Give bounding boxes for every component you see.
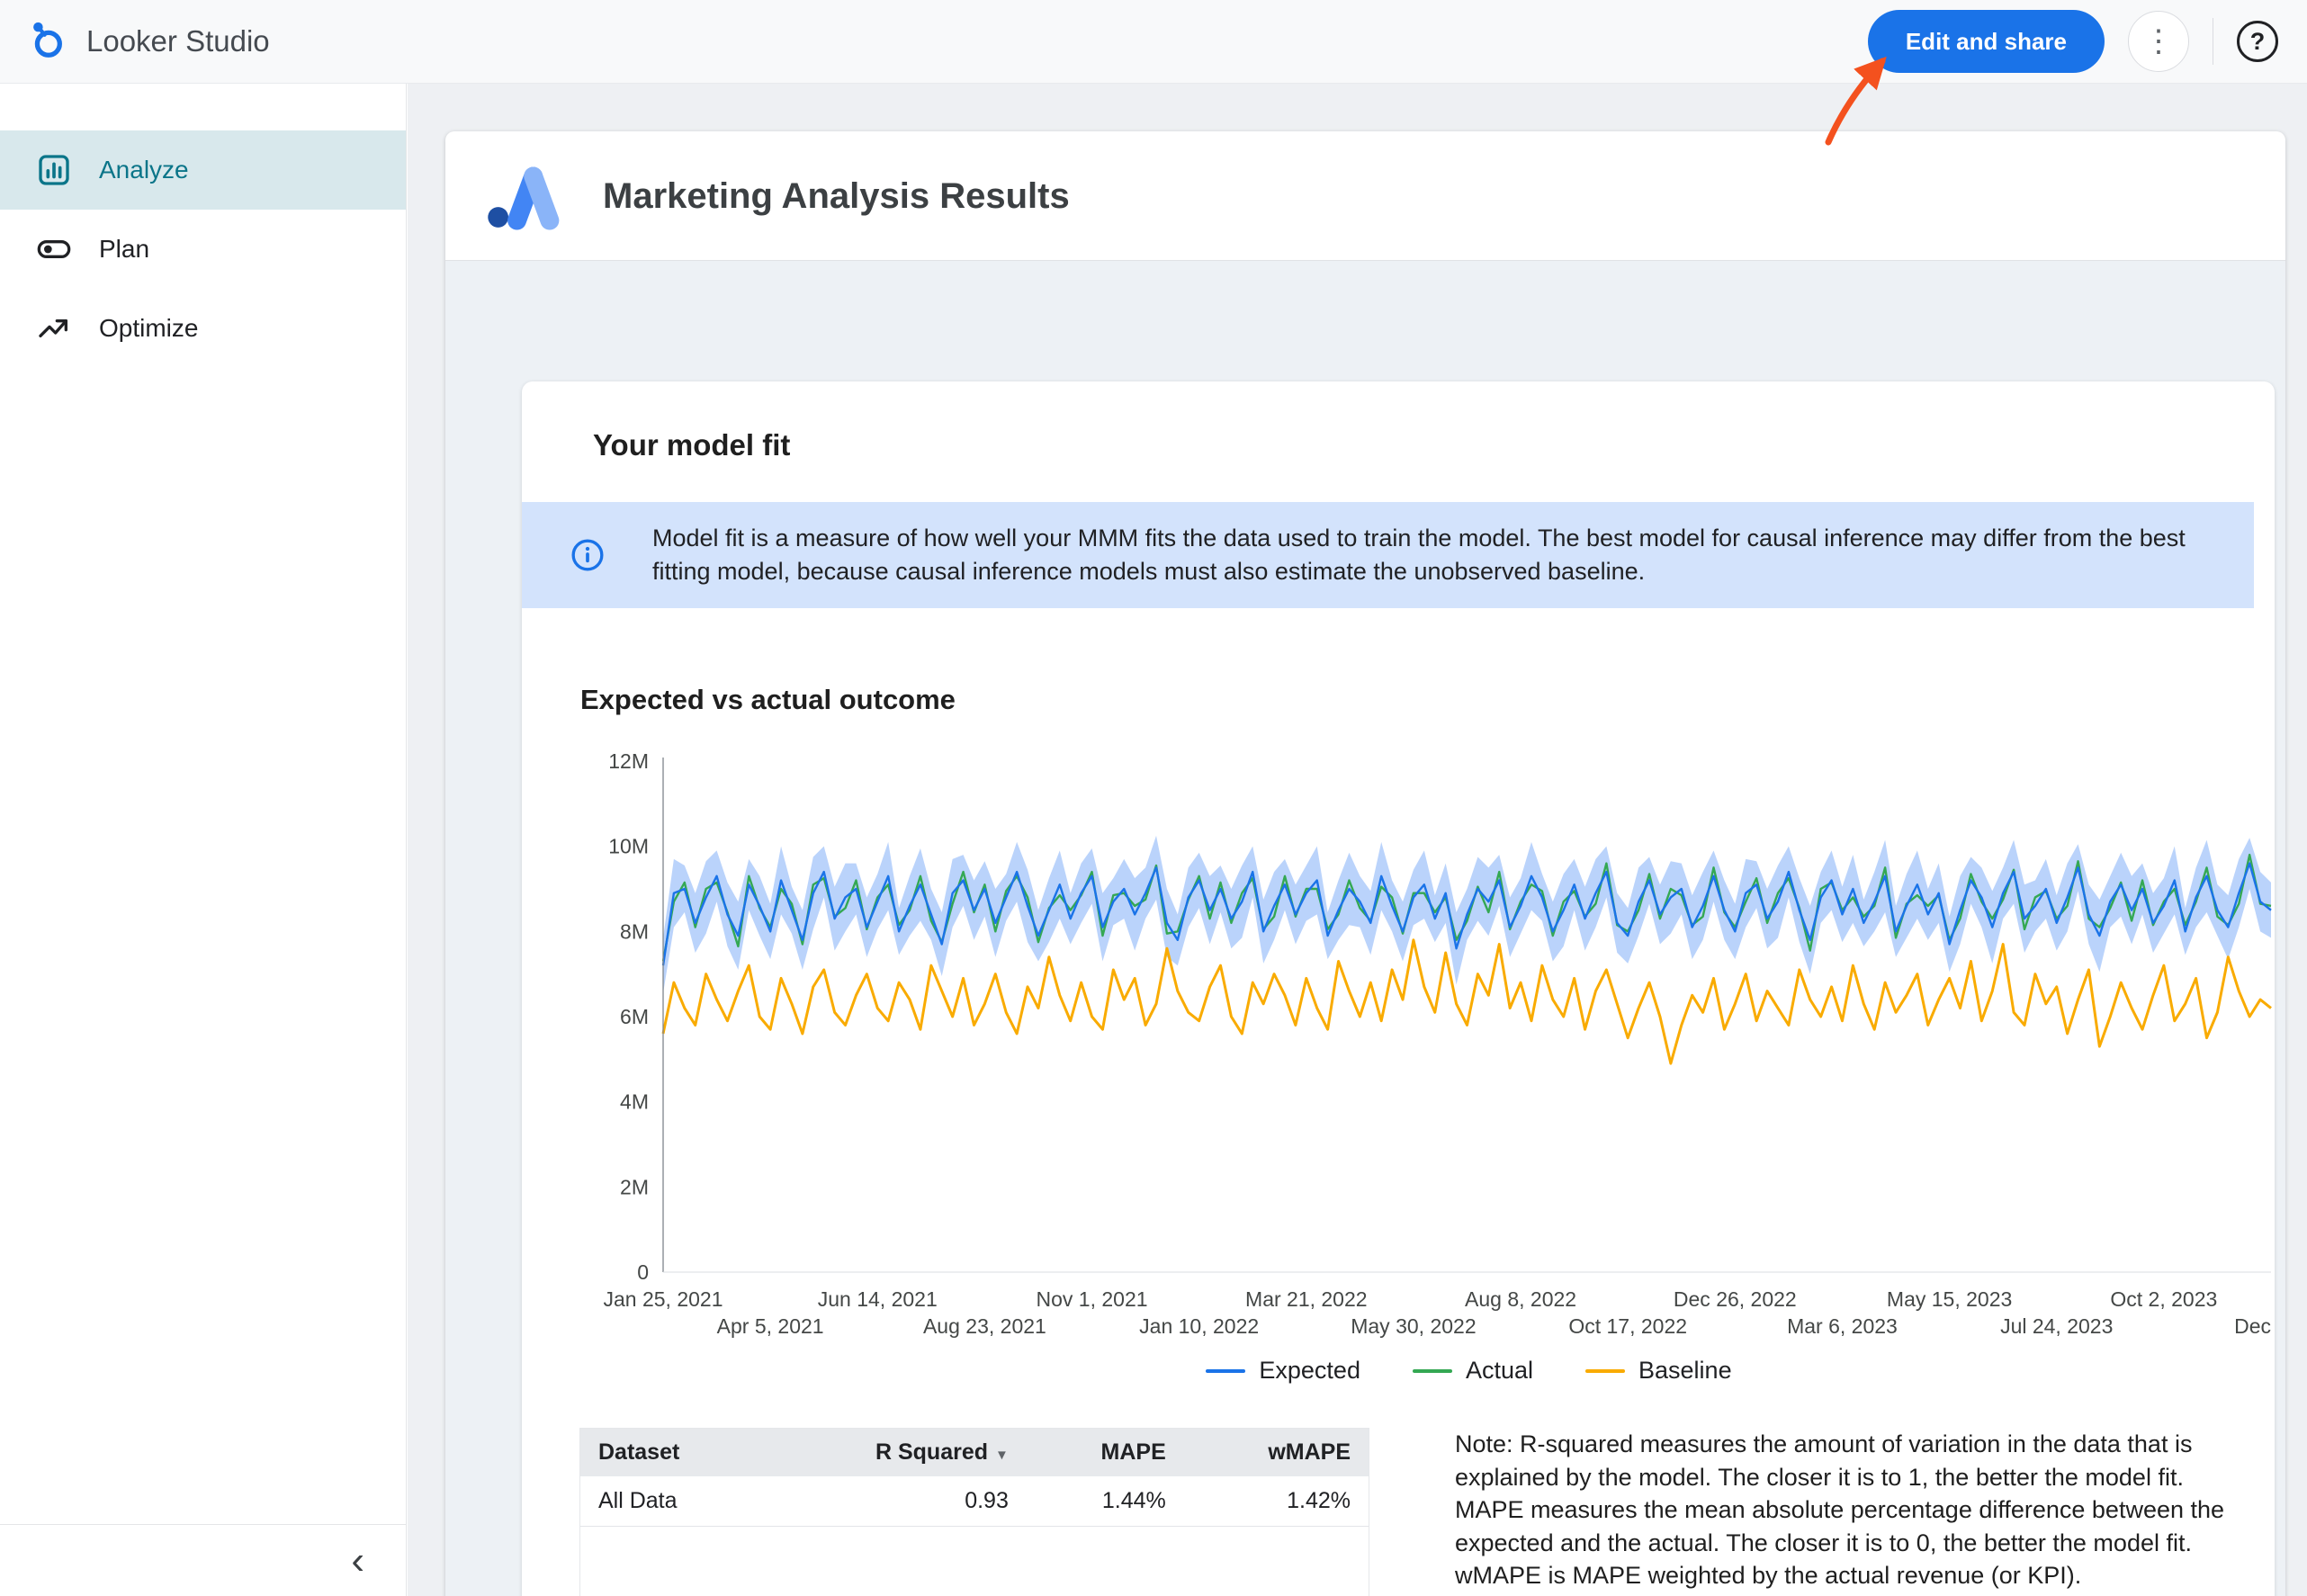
trending-up-icon	[39, 319, 68, 337]
svg-text:Nov 1, 2021: Nov 1, 2021	[1037, 1287, 1148, 1311]
cell-mape: 1.44%	[1026, 1476, 1184, 1527]
report-header: Marketing Analysis Results	[445, 131, 2285, 261]
metrics-note-text: Note: R-squared measures the amount of v…	[1455, 1430, 2225, 1589]
column-header-r-squared[interactable]: R Squared ▼	[763, 1429, 1027, 1476]
svg-text:Jul 24, 2023: Jul 24, 2023	[2000, 1314, 2113, 1338]
cell-dataset: All Data	[580, 1476, 764, 1527]
legend-label: Actual	[1465, 1357, 1534, 1384]
help-button[interactable]: ?	[2237, 21, 2278, 62]
report-section: Your model fit Model fit is a measure of…	[445, 261, 2285, 1596]
legend-item-expected: Expected	[1206, 1357, 1360, 1385]
svg-text:0: 0	[637, 1260, 649, 1284]
report-canvas: Marketing Analysis Results Your model fi…	[408, 84, 2307, 1596]
report-title: Marketing Analysis Results	[603, 176, 1070, 216]
svg-text:12M: 12M	[608, 752, 649, 773]
cell-wmape: 1.42%	[1183, 1476, 1369, 1527]
actual-line-swatch	[1412, 1368, 1452, 1373]
card-title: Your model fit	[593, 428, 791, 462]
sort-desc-icon: ▼	[995, 1448, 1009, 1463]
legend-label: Expected	[1259, 1357, 1360, 1384]
sidebar-item-plan[interactable]: Plan	[0, 210, 406, 289]
analytics-icon	[39, 155, 69, 185]
looker-studio-home-link[interactable]: Looker Studio	[0, 19, 270, 65]
svg-text:Dec: Dec	[2234, 1314, 2271, 1338]
svg-text:Mar 6, 2023: Mar 6, 2023	[1787, 1314, 1898, 1338]
svg-text:Aug 8, 2022: Aug 8, 2022	[1465, 1287, 1576, 1311]
info-banner-text: Model fit is a measure of how well your …	[652, 525, 2186, 585]
top-app-bar: Looker Studio Edit and share ⋮ ?	[0, 0, 2307, 84]
svg-text:8M: 8M	[620, 919, 649, 943]
column-header-dataset[interactable]: Dataset	[580, 1429, 764, 1476]
svg-text:10M: 10M	[608, 835, 649, 858]
model-fit-card: Your model fit Model fit is a measure of…	[522, 381, 2275, 1596]
chevron-left-icon: ‹	[351, 1538, 364, 1583]
sidebar-item-optimize[interactable]: Optimize	[0, 289, 406, 368]
column-header-mape[interactable]: MAPE	[1026, 1429, 1184, 1476]
toggle-icon	[37, 240, 71, 258]
sidebar-footer: ‹	[0, 1524, 406, 1596]
info-icon	[522, 537, 652, 573]
chart-title: Expected vs actual outcome	[580, 684, 956, 715]
expected-line-swatch	[1206, 1368, 1246, 1373]
looker-studio-logo-icon	[25, 19, 67, 65]
svg-text:Jan 10, 2022: Jan 10, 2022	[1139, 1314, 1259, 1338]
more-vertical-icon: ⋮	[2143, 24, 2174, 58]
app-name: Looker Studio	[86, 24, 270, 58]
svg-text:Jun 14, 2021: Jun 14, 2021	[818, 1287, 938, 1311]
more-options-button[interactable]: ⋮	[2128, 11, 2189, 72]
svg-text:May 15, 2023: May 15, 2023	[1887, 1287, 2012, 1311]
svg-text:Mar 21, 2022: Mar 21, 2022	[1245, 1287, 1368, 1311]
baseline-line-swatch	[1585, 1368, 1626, 1373]
sidebar-item-analyze[interactable]: Analyze	[0, 130, 406, 210]
svg-text:Aug 23, 2021: Aug 23, 2021	[923, 1314, 1046, 1338]
legend-item-baseline: Baseline	[1585, 1357, 1732, 1385]
legend-item-actual: Actual	[1412, 1357, 1534, 1385]
svg-text:Apr 5, 2021: Apr 5, 2021	[717, 1314, 824, 1338]
sidebar-item-label: Plan	[99, 235, 150, 263]
cell-r-squared: 0.93	[763, 1476, 1027, 1527]
svg-text:May 30, 2022: May 30, 2022	[1351, 1314, 1476, 1338]
svg-text:Dec 26, 2022: Dec 26, 2022	[1674, 1287, 1797, 1311]
sidebar-item-label: Optimize	[99, 314, 199, 342]
collapse-sidebar-button[interactable]: ‹	[351, 1538, 364, 1583]
help-icon: ?	[2249, 27, 2266, 55]
svg-text:Jan 25, 2021: Jan 25, 2021	[603, 1287, 723, 1311]
table-row[interactable]: All Data 0.93 1.44% 1.42%	[580, 1476, 1369, 1527]
chart-legend: Expected Actual Baseline	[663, 1357, 2275, 1385]
model-fit-table: Dataset R Squared ▼ MAPE wMAPE All Data 0…	[579, 1428, 1369, 1596]
svg-text:Oct 2, 2023: Oct 2, 2023	[2110, 1287, 2217, 1311]
svg-text:2M: 2M	[620, 1175, 649, 1198]
legend-label: Baseline	[1638, 1357, 1732, 1384]
sidebar-item-label: Analyze	[99, 156, 189, 184]
info-banner: Model fit is a measure of how well your …	[522, 502, 2254, 608]
marketing-m-logo-icon	[486, 157, 576, 237]
expected-vs-actual-chart: 12M 10M 8M 6M 4M 2M 0 Jan 25, 2021 Apr 5, 2021 Ju…	[603, 752, 2272, 1338]
table-header-row: Dataset R Squared ▼ MAPE wMAPE	[580, 1429, 1369, 1476]
edit-and-share-button[interactable]: Edit and share	[1867, 10, 2105, 73]
column-header-wmape[interactable]: wMAPE	[1183, 1429, 1369, 1476]
svg-text:6M: 6M	[620, 1005, 649, 1028]
left-navigation: Analyze Plan Optimize ‹	[0, 84, 407, 1596]
svg-text:Oct 17, 2022: Oct 17, 2022	[1568, 1314, 1687, 1338]
report-page: Marketing Analysis Results Your model fi…	[445, 131, 2285, 1596]
svg-text:4M: 4M	[620, 1090, 649, 1114]
